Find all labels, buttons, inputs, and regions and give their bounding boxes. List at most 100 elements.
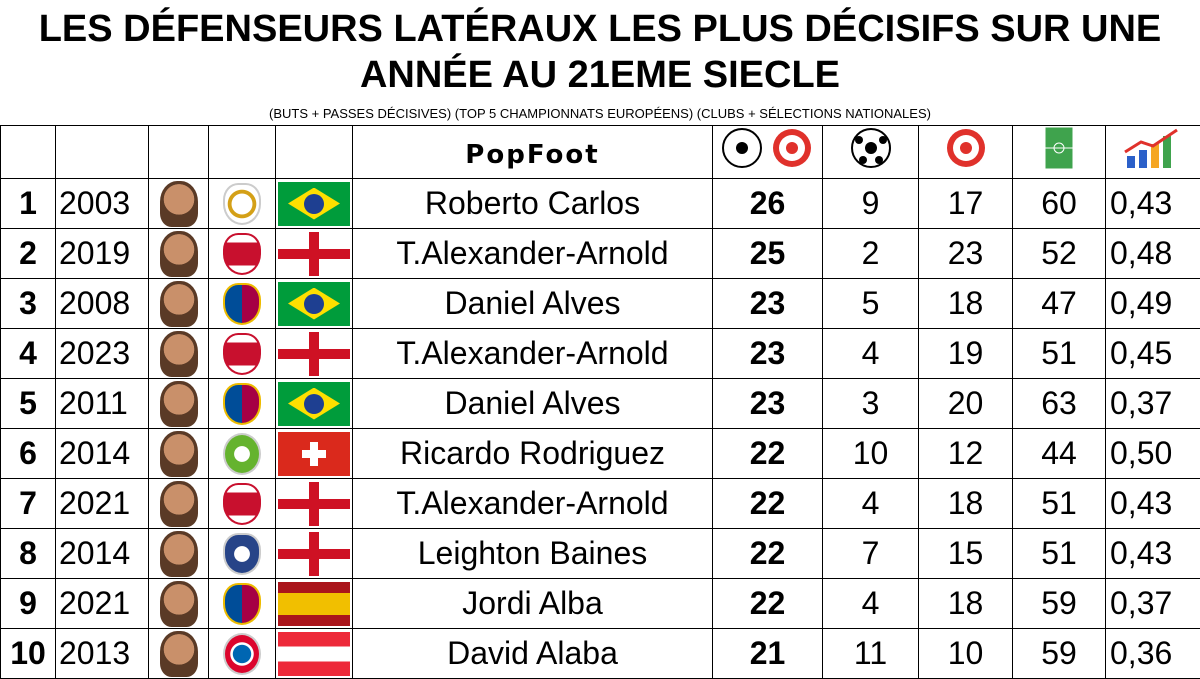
icon-cell (209, 379, 276, 429)
year: 2011 (56, 379, 149, 429)
assists: 17 (919, 179, 1013, 229)
ratio: 0,36 (1106, 629, 1200, 679)
year: 2008 (56, 279, 149, 329)
goals: 9 (823, 179, 919, 229)
player-photo (160, 381, 198, 427)
year: 2014 (56, 529, 149, 579)
icon-cell (276, 429, 353, 479)
icon-cell (149, 429, 209, 479)
player: Leighton Baines (353, 529, 713, 579)
assists: 18 (919, 579, 1013, 629)
icon-cell (149, 229, 209, 279)
goals: 7 (823, 529, 919, 579)
goals: 11 (823, 629, 919, 679)
matches: 47 (1013, 279, 1106, 329)
player: David Alaba (353, 629, 713, 679)
ratio: 0,48 (1106, 229, 1200, 279)
assists: 20 (919, 379, 1013, 429)
club-logo (223, 333, 261, 375)
goals: 4 (823, 579, 919, 629)
matches: 59 (1013, 629, 1106, 679)
player: T.Alexander-Arnold (353, 479, 713, 529)
icon-cell (276, 629, 353, 679)
year: 2023 (56, 329, 149, 379)
title: LES DÉFENSEURS LATÉRAUX LES PLUS DÉCISIF… (20, 6, 1180, 98)
total: 23 (713, 279, 823, 329)
rank: 4 (1, 329, 56, 379)
goals: 10 (823, 429, 919, 479)
rank: 2 (1, 229, 56, 279)
goals: 4 (823, 329, 919, 379)
matches: 60 (1013, 179, 1106, 229)
player-photo (160, 431, 198, 477)
year: 2019 (56, 229, 149, 279)
icon-cell (276, 529, 353, 579)
year: 2014 (56, 429, 149, 479)
player-photo (160, 481, 198, 527)
player-photo (160, 331, 198, 377)
player-photo (160, 581, 198, 627)
club-logo (223, 483, 261, 525)
rank: 8 (1, 529, 56, 579)
club-logo (223, 633, 261, 675)
total: 23 (713, 329, 823, 379)
rank: 7 (1, 479, 56, 529)
player: Daniel Alves (353, 379, 713, 429)
club-logo (223, 283, 261, 325)
total: 21 (713, 629, 823, 679)
icon-cell (149, 629, 209, 679)
icon-cell (209, 529, 276, 579)
assists-icon (944, 126, 988, 170)
matches: 63 (1013, 379, 1106, 429)
header-row: PopFoot (1, 126, 1200, 179)
flag (278, 632, 350, 676)
icon-cell (149, 329, 209, 379)
icon-cell (149, 279, 209, 329)
icon-cell (209, 179, 276, 229)
icon-cell (149, 529, 209, 579)
rank: 10 (1, 629, 56, 679)
icon-cell (209, 629, 276, 679)
player-photo (160, 531, 198, 577)
ratio: 0,43 (1106, 179, 1200, 229)
year: 2021 (56, 579, 149, 629)
icon-cell (276, 579, 353, 629)
matches-icon (1044, 126, 1074, 170)
player: Daniel Alves (353, 279, 713, 329)
icon-cell (149, 479, 209, 529)
total: 23 (713, 379, 823, 429)
icon-cell (276, 329, 353, 379)
icon-cell (276, 479, 353, 529)
icon-cell (209, 279, 276, 329)
club-logo (223, 533, 261, 575)
flag (278, 532, 350, 576)
rank: 1 (1, 179, 56, 229)
club-logo (223, 433, 261, 475)
rank: 5 (1, 379, 56, 429)
flag (278, 382, 350, 426)
icon-cell (209, 429, 276, 479)
matches: 51 (1013, 329, 1106, 379)
goals: 5 (823, 279, 919, 329)
player-photo (160, 631, 198, 677)
icon-cell (209, 329, 276, 379)
player: T.Alexander-Arnold (353, 329, 713, 379)
icon-cell (209, 579, 276, 629)
flag (278, 482, 350, 526)
rank: 3 (1, 279, 56, 329)
player: Jordi Alba (353, 579, 713, 629)
rank: 6 (1, 429, 56, 479)
total: 25 (713, 229, 823, 279)
goals: 3 (823, 379, 919, 429)
ratio: 0,45 (1106, 329, 1200, 379)
icon-cell (209, 229, 276, 279)
flag (278, 232, 350, 276)
